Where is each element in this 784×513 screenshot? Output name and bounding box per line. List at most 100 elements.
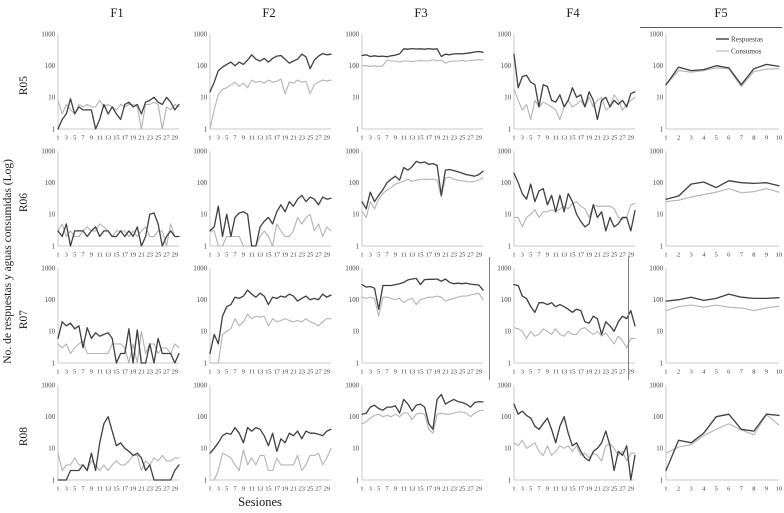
x-tick-label: 3 [690, 252, 693, 259]
grid-corner-spacer [16, 0, 32, 27]
respuestas-line [361, 277, 484, 310]
x-tick-label: 9 [394, 252, 397, 259]
x-tick-label: 11 [401, 252, 407, 259]
x-tick-label: 5 [73, 135, 76, 142]
x-tick-label: 29 [628, 135, 634, 142]
y-tick-label: 1000 [345, 148, 359, 155]
chart-R06-F3: 1 10 100 1000 1 3 5 7 9 11 13 15 17 19 21 23 25 27 29 [336, 144, 488, 261]
y-tick-label: 100 [197, 414, 208, 421]
y-tick-label: 100 [197, 297, 208, 304]
x-tick-label: 5 [73, 369, 76, 376]
respuestas-line [57, 212, 180, 247]
x-tick-label: 19 [434, 486, 440, 493]
x-tick-label: 17 [274, 486, 281, 493]
x-tick-label: 5 [377, 252, 380, 259]
x-tick-label: 15 [265, 486, 271, 493]
x-tick-label: 3 [217, 486, 220, 493]
x-axis-label-container: Sesiones [32, 495, 488, 513]
x-tick-label: 13 [561, 135, 567, 142]
x-tick-label: 23 [147, 135, 153, 142]
column-title-f2: F2 [262, 6, 276, 20]
x-tick-label: 23 [299, 135, 305, 142]
x-tick-label: 1 [360, 252, 363, 259]
respuestas-line [361, 160, 484, 210]
x-tick-label: 19 [130, 252, 136, 259]
respuestas-line [209, 289, 332, 355]
x-tick-label: 27 [467, 252, 474, 259]
x-tick-label: 21 [594, 486, 600, 493]
x-tick-label: 7 [81, 486, 85, 493]
x-tick-label: 3 [217, 369, 220, 376]
x-tick-label: 7 [385, 135, 389, 142]
x-tick-label: 13 [105, 252, 111, 259]
x-tick-label: 5 [225, 369, 228, 376]
y-tick-label: 100 [45, 414, 56, 421]
x-tick-label: 5 [529, 369, 532, 376]
y-tick-label: 10 [352, 212, 359, 219]
x-tick-label: 25 [459, 135, 465, 142]
x-tick-label: 19 [586, 369, 592, 376]
x-tick-label: 19 [586, 486, 592, 493]
x-tick-label: 15 [113, 135, 119, 142]
chart-R07-F4: 1 10 100 1000 1 3 5 7 9 11 13 15 17 19 21 23 25 27 29 [488, 257, 640, 380]
x-tick-label: 5 [377, 135, 380, 142]
x-tick-label: 21 [594, 369, 600, 376]
x-tick-label: 27 [315, 486, 322, 493]
consumos-line [665, 188, 780, 203]
x-tick-label: 11 [97, 486, 103, 493]
x-tick-label: 27 [163, 369, 170, 376]
x-tick-label: 1 [664, 486, 667, 493]
y-tick-label: 1 [356, 360, 359, 367]
x-tick-label: 5 [715, 369, 718, 376]
y-tick-label: 10 [48, 95, 55, 102]
x-tick-label: 25 [307, 135, 313, 142]
x-tick-label: 19 [434, 252, 440, 259]
x-tick-label: 21 [442, 369, 448, 376]
x-tick-label: 13 [105, 135, 111, 142]
legend-label: Respuestas [731, 35, 763, 43]
x-tick-label: 27 [619, 369, 626, 376]
x-tick-label: 3 [65, 135, 68, 142]
x-tick-label: 9 [765, 486, 768, 493]
x-tick-label: 23 [299, 369, 305, 376]
x-tick-label: 19 [130, 135, 136, 142]
x-tick-label: 9 [394, 135, 397, 142]
x-tick-label: 7 [537, 486, 541, 493]
x-tick-label: 1 [360, 369, 363, 376]
x-tick-label: 3 [521, 252, 524, 259]
x-tick-label: 7 [385, 369, 389, 376]
x-tick-label: 17 [578, 369, 585, 376]
x-tick-label: 29 [476, 135, 482, 142]
chart-R05-F5: 1 10 100 1000 1 2 3 4 5 6 7 8 9 10 Respuestas Consumos [640, 27, 784, 144]
consumos-line [665, 304, 780, 312]
x-tick-label: 17 [426, 252, 433, 259]
x-tick-label: 19 [282, 486, 288, 493]
x-tick-label: 17 [274, 135, 281, 142]
consumos-line [209, 447, 332, 481]
x-tick-label: 7 [537, 135, 541, 142]
x-tick-label: 15 [265, 252, 271, 259]
x-tick-label: 27 [163, 486, 170, 493]
x-tick-label: 11 [553, 135, 559, 142]
x-tick-label: 25 [611, 369, 617, 376]
x-tick-label: 27 [619, 252, 626, 259]
x-tick-label: 15 [113, 486, 119, 493]
x-tick-label: 3 [521, 135, 524, 142]
y-tick-label: 100 [197, 63, 208, 70]
x-tick-label: 23 [603, 486, 609, 493]
consumos-line [361, 292, 484, 317]
x-tick-label: 27 [163, 135, 170, 142]
x-tick-label: 17 [122, 486, 129, 493]
y-tick-label: 100 [501, 180, 512, 187]
respuestas-line [361, 393, 484, 430]
x-tick-label: 29 [476, 486, 482, 493]
chart-R05-F3: 1 10 100 1000 1 3 5 7 9 11 13 15 17 19 21 23 25 27 29 [336, 27, 488, 144]
y-axis-label: No. de respuestas y aguas consumidas (Lo… [2, 158, 14, 364]
x-tick-label: 7 [233, 252, 237, 259]
x-tick-label: 5 [715, 252, 718, 259]
respuestas-line [665, 413, 780, 472]
